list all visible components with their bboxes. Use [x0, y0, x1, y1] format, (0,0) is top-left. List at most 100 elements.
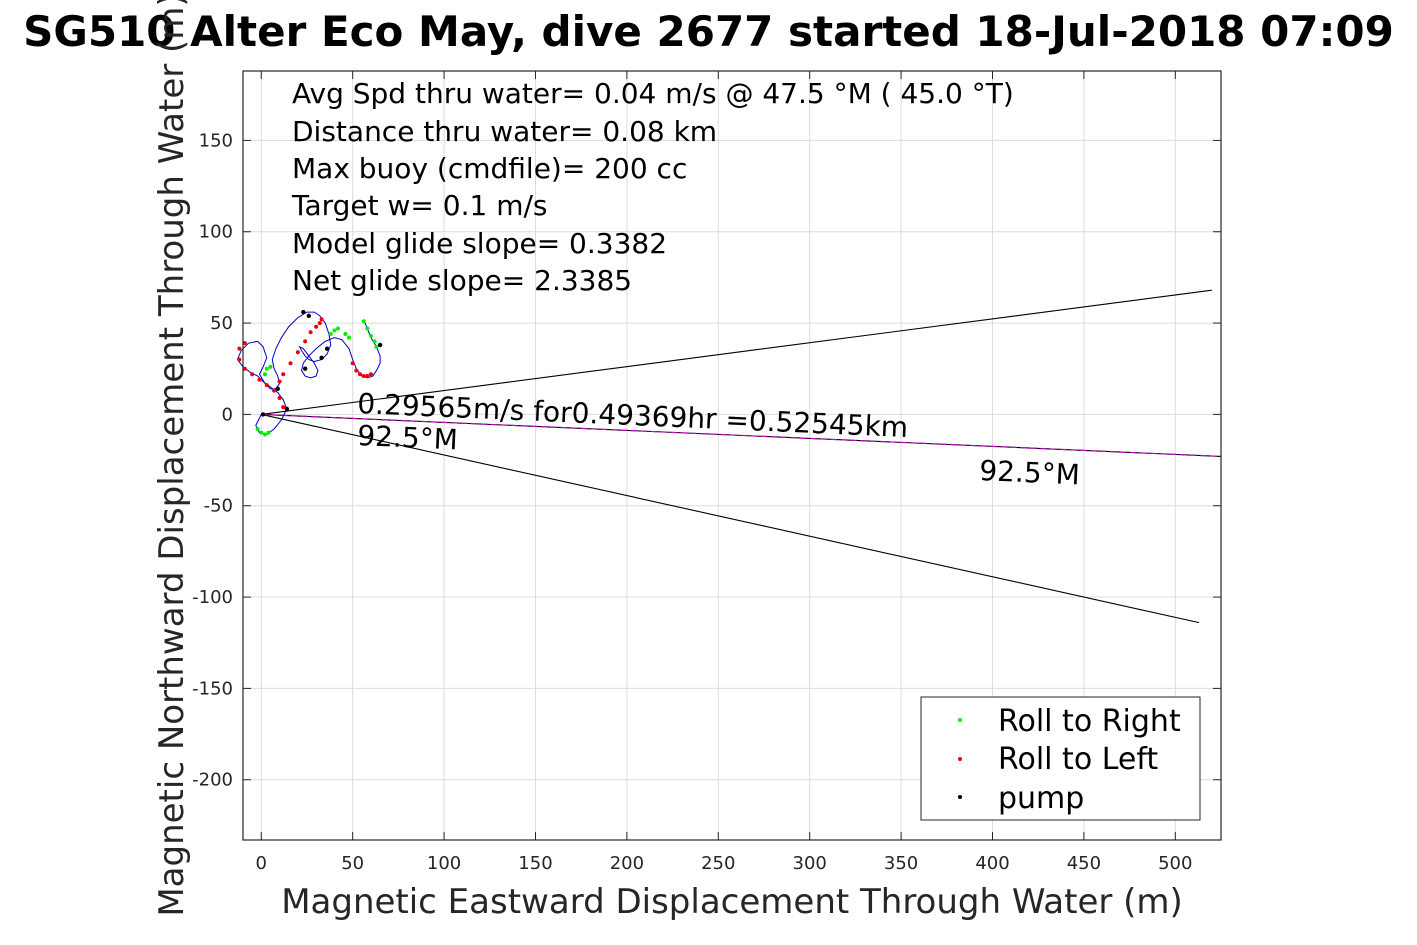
axes-box [242, 70, 1222, 841]
point-roll-to-left [281, 405, 286, 410]
point-roll-to-left [264, 383, 269, 388]
point-roll-to-left [308, 330, 313, 335]
point-roll-to-right [264, 366, 269, 371]
point-roll-to-left [361, 374, 366, 379]
x-axis-label: Magnetic Eastward Displacement Through W… [281, 882, 1183, 922]
legend: Roll to Right Roll to Left pump [920, 696, 1201, 821]
legend-label-roll-right: Roll to Right [998, 704, 1181, 739]
y-tick-label: 150 [199, 130, 233, 151]
point-roll-to-right [328, 332, 333, 337]
point-roll-to-left [354, 368, 359, 373]
point-roll-to-right [262, 432, 267, 437]
point-roll-to-right [332, 328, 337, 333]
point-roll-to-right [262, 372, 267, 377]
x-tick-label: 0 [256, 853, 267, 874]
point-roll-to-left [288, 361, 293, 366]
line-upper-bound [261, 289, 1212, 415]
line-lower-bound [261, 413, 1200, 624]
x-tick-label: 300 [793, 853, 827, 874]
legend-label-roll-left: Roll to Left [998, 742, 1158, 777]
point-pump [301, 309, 306, 315]
point-roll-to-left [272, 388, 277, 393]
info-line: Target w= 0.1 m/s [291, 189, 548, 222]
y-tick-label: 0 [222, 404, 233, 425]
x-tick-label: 350 [884, 853, 918, 874]
x-tick-label: 450 [1067, 853, 1101, 874]
info-line: Model glide slope= 0.3382 [292, 227, 667, 260]
point-roll-to-left [314, 324, 319, 329]
chart-title: SG510 Alter Eco May, dive 2677 started 1… [23, 7, 1394, 56]
point-roll-to-left [350, 361, 355, 366]
x-tick-label: 200 [610, 853, 644, 874]
legend-marker-pump [958, 795, 962, 799]
y-axis-label: Magnetic Northward Displacement Through … [152, 0, 192, 917]
x-tick-label: 500 [1158, 853, 1192, 874]
x-tick-label: 400 [975, 853, 1009, 874]
y-tick-label: -100 [192, 587, 233, 608]
info-line: Distance thru water= 0.08 km [292, 115, 717, 148]
info-line: Avg Spd thru water= 0.04 m/s @ 47.5 °M (… [292, 77, 1014, 110]
point-pump [324, 346, 330, 351]
point-roll-to-left [317, 321, 322, 326]
point-roll-to-left [365, 374, 370, 379]
glider-track-line [236, 311, 381, 436]
point-pump [319, 355, 324, 360]
point-roll-to-left [303, 339, 308, 344]
info-line: Max buoy (cmdfile)= 200 cc [292, 152, 687, 185]
legend-label-pump: pump [998, 781, 1084, 816]
tick-marks: 0 50 100 150 200 250 300 350 400 450 500-200-150-1… [192, 71, 1221, 874]
point-roll-to-right [347, 335, 352, 340]
point-roll-to-left [242, 341, 247, 346]
x-tick-label: 50 [341, 853, 364, 874]
point-roll-to-left [295, 350, 300, 355]
point-roll-to-right [372, 339, 377, 344]
info-text-block: Avg Spd thru water= 0.04 m/s @ 47.5 °M (… [291, 77, 1014, 297]
heading-annotation-far: 92.5°M [979, 454, 1081, 491]
point-roll-to-right [255, 427, 260, 432]
point-roll-to-left [281, 372, 286, 377]
point-roll-to-right [336, 326, 341, 331]
point-pump [302, 366, 308, 371]
point-pump [306, 313, 312, 318]
legend-marker-roll-left [958, 757, 962, 761]
point-roll-to-left [250, 372, 255, 377]
point-roll-to-right [365, 326, 370, 331]
legend-marker-roll-right [958, 718, 962, 722]
x-tick-label: 100 [427, 853, 461, 874]
y-tick-label: -150 [192, 678, 233, 699]
point-roll-to-right [361, 319, 366, 324]
point-roll-to-right [343, 332, 348, 337]
point-roll-to-left [319, 317, 324, 322]
x-tick-label: 250 [701, 853, 735, 874]
point-roll-to-left [242, 366, 247, 371]
point-roll-to-left [257, 377, 262, 382]
point-roll-to-left [277, 395, 282, 400]
point-roll-to-right [268, 364, 273, 369]
point-roll-to-left [368, 372, 373, 377]
point-pump [260, 412, 266, 417]
line-heading-overlay [261, 413, 1222, 458]
data-points [237, 309, 383, 437]
point-pump [284, 406, 290, 412]
x-tick-label: 150 [518, 853, 552, 874]
point-roll-to-left [237, 357, 242, 362]
point-roll-to-right [368, 333, 373, 338]
point-roll-to-right [259, 430, 264, 435]
y-tick-label: -50 [204, 496, 233, 517]
point-roll-to-right [374, 344, 379, 349]
point-pump [377, 342, 383, 348]
y-tick-label: 50 [210, 313, 233, 334]
grid-lines [243, 71, 1221, 840]
y-tick-label: 100 [199, 222, 233, 243]
heading-annotation-near: 92.5°M [357, 419, 459, 456]
legend-box [920, 696, 1201, 821]
y-tick-label: -200 [192, 770, 233, 791]
point-roll-to-left [237, 346, 242, 351]
info-line: Net glide slope= 2.3385 [292, 264, 632, 297]
point-roll-to-right [266, 430, 271, 435]
point-roll-to-left [277, 379, 282, 384]
plot-lines [236, 289, 1222, 624]
point-pump [275, 386, 280, 392]
point-roll-to-left [357, 372, 362, 377]
